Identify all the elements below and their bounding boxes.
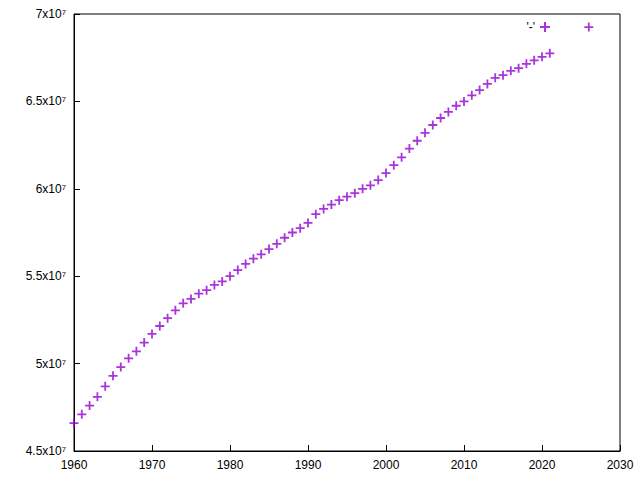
svg-text:7x10⁷: 7x10⁷ xyxy=(36,7,66,21)
svg-text:2000: 2000 xyxy=(373,458,400,472)
svg-text:1980: 1980 xyxy=(217,458,244,472)
svg-text:5x10⁷: 5x10⁷ xyxy=(36,357,66,371)
svg-text:1960: 1960 xyxy=(61,458,88,472)
svg-text:1990: 1990 xyxy=(295,458,322,472)
svg-text:2010: 2010 xyxy=(451,458,478,472)
svg-text:2020: 2020 xyxy=(529,458,556,472)
svg-text:2030: 2030 xyxy=(607,458,634,472)
svg-text:'-': '-' xyxy=(526,20,535,34)
svg-text:5.5x10⁷: 5.5x10⁷ xyxy=(26,269,66,283)
svg-text:6.5x10⁷: 6.5x10⁷ xyxy=(26,94,66,108)
svg-text:6x10⁷: 6x10⁷ xyxy=(36,182,66,196)
svg-text:4.5x10⁷: 4.5x10⁷ xyxy=(26,444,66,458)
svg-text:1970: 1970 xyxy=(139,458,166,472)
